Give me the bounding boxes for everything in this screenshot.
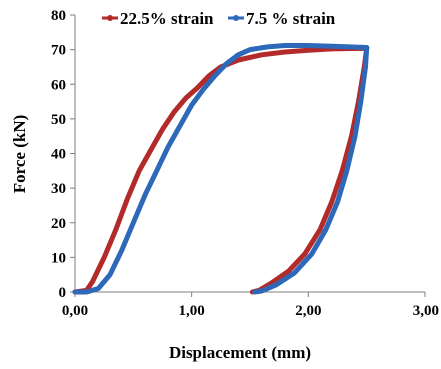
y-tick-label: 60 (51, 77, 66, 93)
series-2-loading-line (72, 43, 370, 295)
legend-label: 22.5% strain (120, 9, 214, 28)
legend-marker (107, 15, 113, 21)
x-tick-label: 2,00 (295, 303, 321, 319)
plot-area: 0 10 20 30 40 50 60 70 80 0,00 1,00 2,00 3,00 (51, 8, 439, 319)
legend-marker (233, 15, 239, 21)
series-2 (72, 43, 370, 295)
legend: 22.5% strain 7.5 % strain (102, 9, 336, 28)
y-tick-label: 0 (59, 285, 67, 301)
x-tick-label: 1,00 (179, 303, 205, 319)
y-tick-label: 40 (51, 147, 66, 163)
y-tick-label: 50 (51, 112, 66, 128)
series-group (72, 43, 370, 295)
y-tick-label: 10 (51, 250, 66, 266)
legend-item-1: 22.5% strain (102, 9, 214, 28)
series-1-loading-line (72, 45, 370, 295)
y-tick-label: 70 (51, 43, 66, 59)
y-tick-label: 20 (51, 216, 66, 232)
y-axis-title: Force (kN) (10, 115, 29, 194)
y-tick-label: 30 (51, 181, 66, 197)
y-tick-label: 80 (51, 8, 66, 24)
y-ticks: 0 10 20 30 40 50 60 70 80 (51, 8, 75, 301)
series-2-unloading-line (252, 45, 370, 295)
x-axis-title: Displacement (mm) (169, 343, 311, 362)
x-ticks: 0,00 1,00 2,00 3,00 (62, 292, 439, 319)
x-tick-label: 3,00 (413, 303, 439, 319)
legend-item-2: 7.5 % strain (228, 9, 336, 28)
legend-label: 7.5 % strain (246, 9, 336, 28)
x-tick-label: 0,00 (62, 303, 88, 319)
